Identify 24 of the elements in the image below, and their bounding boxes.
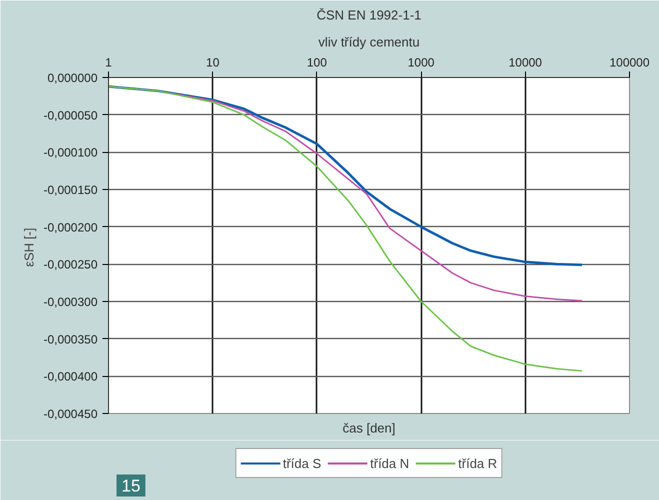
legend-label: třída R [458, 456, 498, 470]
y-tick-label: -0,000300 [43, 295, 98, 309]
chart-title: ČSN EN 1992-1-1 [316, 8, 422, 22]
x-tick-label: 10 [206, 56, 220, 70]
x-tick-label: 10000 [508, 56, 542, 70]
legend-label: třída N [370, 456, 410, 470]
x-tick-label: 100 [306, 56, 328, 70]
y-tick-label: -0,000400 [43, 370, 98, 384]
y-tick-label: -0,000150 [43, 183, 98, 197]
legend-label: třída S [282, 456, 322, 470]
x-axis-title: čas [den] [342, 420, 396, 436]
y-tick-label: -0,000450 [43, 407, 98, 421]
x-tick-label: 100000 [609, 56, 650, 70]
y-tick-label: 0,000000 [47, 71, 98, 85]
y-tick-label: -0,000350 [43, 332, 98, 346]
y-axis-title: εSH [-] [21, 228, 36, 267]
text: 15 [122, 476, 140, 496]
chart-subtitle: vliv třídy cementu [318, 34, 420, 50]
y-tick-label: -0,000200 [43, 220, 98, 234]
y-tick-label: -0,000100 [43, 146, 98, 160]
x-tick-label: 1000 [408, 56, 435, 70]
y-tick-label: -0,000050 [43, 108, 98, 122]
y-tick-label: -0,000250 [43, 258, 98, 272]
x-tick-label: 1 [105, 56, 112, 70]
